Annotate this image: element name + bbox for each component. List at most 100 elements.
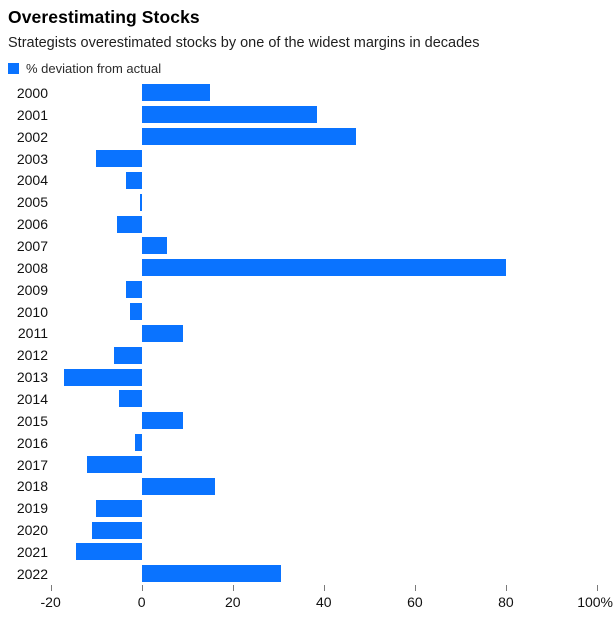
year-label: 2002	[16, 128, 48, 145]
x-tick-label: 20	[224, 593, 241, 610]
year-label: 2003	[16, 150, 48, 167]
bar-2000	[141, 84, 210, 102]
year-label: 2004	[16, 172, 48, 189]
bar-2007	[141, 237, 167, 255]
x-tick-mark	[141, 584, 143, 591]
bar-2001	[141, 106, 317, 124]
bar-2022	[141, 565, 281, 583]
bar-2002	[141, 128, 356, 146]
year-label: 2011	[17, 325, 48, 342]
x-tick-mark	[323, 584, 325, 591]
chart-row: 2016	[0, 432, 613, 454]
chart-row: 2010	[0, 301, 613, 323]
chart-subtitle: Strategists overestimated stocks by one …	[8, 35, 480, 51]
x-tick-label: 60	[407, 593, 423, 610]
bar-track	[48, 126, 613, 148]
year-label: 2012	[16, 347, 48, 364]
chart-row: 2002	[0, 126, 613, 148]
bar-track	[48, 388, 613, 410]
year-label: 2020	[16, 522, 48, 539]
bar-track	[48, 191, 613, 213]
bar-2012	[114, 346, 142, 364]
bar-2019	[96, 499, 142, 517]
x-tick-label: 100%	[577, 593, 613, 610]
chart-row: 2011	[0, 322, 613, 344]
bar-track	[48, 213, 613, 235]
chart-row: 2022	[0, 563, 613, 585]
x-tick-mark	[597, 584, 598, 591]
bar-track	[48, 104, 613, 126]
year-label: 2010	[16, 303, 48, 320]
year-label: 2009	[16, 281, 48, 298]
x-tick-mark	[505, 584, 507, 591]
year-label: 2008	[16, 259, 48, 276]
bar-track	[48, 519, 613, 541]
x-tick-label: 80	[498, 593, 514, 610]
chart-row: 2013	[0, 366, 613, 388]
bar-track	[48, 410, 613, 432]
year-label: 2007	[16, 237, 48, 254]
bar-2008	[141, 259, 506, 277]
bar-track	[48, 82, 613, 104]
x-axis: -20 0 20 40 60 80 100%	[41, 584, 613, 618]
bar-track	[48, 235, 613, 257]
year-label: 2000	[16, 84, 48, 101]
bar-2015	[141, 412, 183, 430]
year-label: 2018	[16, 478, 48, 495]
x-tick-mark	[50, 584, 52, 591]
year-label: 2021	[16, 543, 48, 560]
year-label: 2017	[16, 456, 48, 473]
bar-2016	[134, 434, 142, 452]
chart-row: 2017	[0, 454, 613, 476]
x-tick-label: -20	[40, 593, 61, 610]
bar-track	[48, 169, 613, 191]
bar-track	[48, 563, 613, 585]
chart-row: 2019	[0, 497, 613, 519]
chart-row: 2009	[0, 279, 613, 301]
x-tick-label: 40	[316, 593, 332, 610]
chart-row: 2003	[0, 148, 613, 170]
bar-2004	[125, 171, 142, 189]
bar-2011	[141, 324, 183, 342]
chart-row: 2006	[0, 213, 613, 235]
chart-row: 2021	[0, 541, 613, 563]
bar-track	[48, 148, 613, 170]
year-label: 2001	[16, 106, 48, 123]
x-tick-label: 0	[137, 593, 146, 610]
chart-title: Overestimating Stocks	[8, 7, 200, 27]
bar-track	[48, 322, 613, 344]
chart-row: 2005	[0, 191, 613, 213]
bar-2003	[96, 150, 142, 167]
chart-row: 2008	[0, 257, 613, 279]
bar-chart: 2000 2001 2002 2003 2004 2005 2006 2007 2008 2009…	[0, 82, 613, 618]
year-label: 2016	[16, 434, 48, 451]
bar-2006	[116, 215, 142, 233]
x-tick-mark	[232, 584, 234, 591]
legend-label: % deviation from actual	[26, 60, 162, 76]
chart-row: 2012	[0, 344, 613, 366]
chart-rows: 2000 2001 2002 2003 2004 2005 2006 2007 2008 2009…	[0, 82, 613, 585]
year-label: 2005	[16, 194, 48, 211]
year-label: 2014	[16, 390, 48, 407]
bar-2021	[75, 543, 142, 561]
bar-track	[48, 366, 613, 388]
bar-track	[48, 279, 613, 301]
bar-2013	[64, 368, 142, 386]
year-label: 2022	[16, 565, 48, 582]
bar-track	[48, 454, 613, 476]
bar-track	[48, 257, 613, 279]
bar-track	[48, 541, 613, 563]
year-label: 2006	[16, 216, 48, 233]
bar-track	[48, 301, 613, 323]
bar-track	[48, 344, 613, 366]
bar-2005	[139, 193, 142, 211]
chart-row: 2015	[0, 410, 613, 432]
x-tick-mark	[414, 584, 416, 591]
chart-row: 2020	[0, 519, 613, 541]
bar-2018	[141, 477, 215, 495]
chart-row: 2007	[0, 235, 613, 257]
legend: % deviation from actual	[8, 60, 613, 76]
bar-2009	[125, 281, 142, 299]
year-label: 2015	[16, 412, 48, 429]
